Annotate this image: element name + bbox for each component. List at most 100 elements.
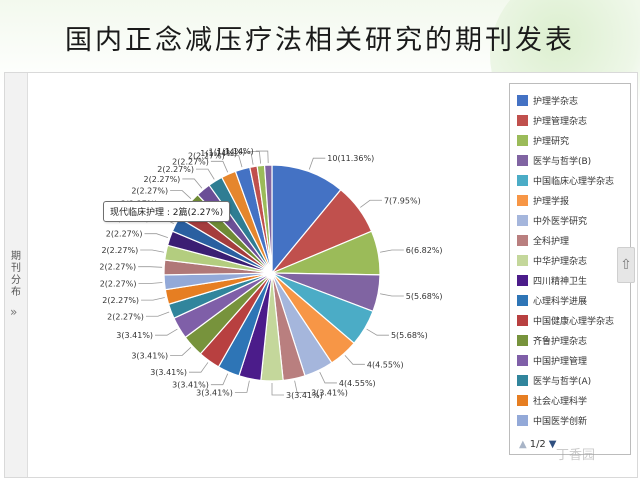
legend-label: 中国临床心理学杂志 bbox=[533, 176, 615, 187]
legend-swatch bbox=[517, 294, 528, 306]
triangle-up-icon[interactable]: ▲ bbox=[519, 439, 527, 450]
leader-line bbox=[138, 282, 163, 284]
legend-item[interactable]: 护理学杂志 bbox=[517, 92, 578, 108]
leader-line bbox=[360, 199, 382, 208]
legend-item[interactable]: 护理学报 bbox=[517, 192, 569, 208]
legend: ▲ 1/2 ▼ 护理学杂志护理管理杂志 护理研究医学与哲学(B) 中国临床心理学杂志… bbox=[509, 83, 631, 455]
chart-panel: 期刊分布 » 10(11.36%) 7(7.95%) 6(6.82%) 5(5.68%… bbox=[4, 72, 638, 478]
legend-swatch bbox=[517, 134, 528, 146]
slice-label: 2(2.27%) bbox=[106, 230, 143, 239]
slide-title: 国内正念减压疗法相关研究的期刊发表 bbox=[65, 25, 575, 56]
legend-item[interactable]: 中国健康心理学杂志 bbox=[517, 312, 614, 328]
leader-line bbox=[247, 151, 262, 164]
legend-label: 心理科学进展 bbox=[533, 296, 588, 307]
slice-label: 5(5.68%) bbox=[406, 292, 443, 301]
slice-label: 4(4.55%) bbox=[339, 379, 376, 388]
slice-label: 5(5.68%) bbox=[391, 331, 428, 340]
leader-line bbox=[308, 157, 326, 170]
leader-line bbox=[145, 311, 170, 317]
watermark-text: 丁香园 bbox=[556, 448, 596, 463]
legend-item[interactable]: 四川精神卫生 bbox=[517, 272, 587, 288]
legend-label: 中外医学研究 bbox=[533, 216, 588, 227]
slice-label: 3(3.41%) bbox=[116, 331, 153, 340]
leader-line bbox=[182, 178, 203, 189]
legend-item[interactable]: 护理研究 bbox=[517, 132, 569, 148]
leader-line bbox=[366, 328, 389, 336]
legend-item[interactable]: 社会心理科学 bbox=[517, 392, 587, 408]
legend-label: 护理管理杂志 bbox=[533, 116, 588, 127]
legend-item[interactable]: 全科护理 bbox=[517, 232, 569, 248]
legend-swatch bbox=[517, 254, 528, 266]
legend-item[interactable]: 中国临床心理学杂志 bbox=[517, 172, 614, 188]
legend-swatch bbox=[517, 214, 528, 226]
legend-swatch bbox=[517, 314, 528, 326]
slice-label: 2(2.27%) bbox=[144, 175, 181, 184]
leader-line bbox=[294, 380, 310, 393]
leader-line bbox=[138, 266, 163, 268]
legend-swatch bbox=[517, 114, 528, 126]
slice-label: 2(2.27%) bbox=[157, 165, 194, 174]
legend-swatch bbox=[517, 94, 528, 106]
legend-label: 护理研究 bbox=[533, 136, 570, 147]
triangle-down-icon[interactable]: ▼ bbox=[548, 439, 557, 450]
leader-line bbox=[188, 362, 209, 373]
pie-slice[interactable] bbox=[271, 164, 342, 275]
up-arrow-icon[interactable]: ⇧ bbox=[617, 247, 635, 283]
slice-label: 10(11.36%) bbox=[327, 154, 374, 163]
legend-item[interactable]: 中华护理杂志 bbox=[517, 252, 587, 268]
pie-slice[interactable] bbox=[263, 164, 273, 274]
legend-label: 中国护理管理 bbox=[533, 356, 588, 367]
slice-label: 6(6.82%) bbox=[406, 246, 443, 255]
slice-label: 2(2.27%) bbox=[131, 187, 168, 196]
legend-swatch bbox=[517, 174, 528, 186]
legend-swatch bbox=[517, 194, 528, 206]
legend-page-number: 1/2 bbox=[529, 439, 546, 450]
legend-swatch bbox=[517, 374, 528, 386]
legend-item[interactable]: 中国护理管理 bbox=[517, 352, 587, 368]
legend-item[interactable]: 中外医学研究 bbox=[517, 212, 587, 228]
legend-swatch bbox=[517, 394, 528, 406]
legend-label: 医学与哲学(A) bbox=[533, 376, 592, 387]
slice-label: 2(2.27%) bbox=[100, 280, 137, 289]
legend-label: 中国医学创新 bbox=[533, 416, 588, 427]
legend-label: 社会心理科学 bbox=[533, 396, 588, 407]
leader-line bbox=[140, 249, 165, 253]
legend-swatch bbox=[517, 354, 528, 366]
legend-swatch bbox=[517, 234, 528, 246]
slice-label: 3(3.41%) bbox=[150, 368, 187, 377]
legend-label: 齐鲁护理杂志 bbox=[533, 336, 588, 347]
leader-line bbox=[210, 160, 229, 173]
side-tab[interactable]: 期刊分布 » bbox=[5, 73, 28, 477]
slice-label: 2(2.27%) bbox=[172, 157, 209, 166]
legend-item[interactable]: 医学与哲学(A) bbox=[517, 372, 591, 388]
legend-label: 护理学报 bbox=[533, 196, 570, 207]
leader-line bbox=[319, 371, 337, 384]
slice-label: 2(2.27%) bbox=[188, 152, 225, 161]
leader-line bbox=[344, 355, 365, 365]
slice-label: 3(3.41%) bbox=[196, 388, 233, 397]
leader-line bbox=[155, 328, 178, 336]
slice-label: 1(1.14%) bbox=[200, 149, 237, 158]
slice-label: 4(4.55%) bbox=[367, 360, 404, 369]
legend-swatch bbox=[517, 274, 528, 286]
legend-item[interactable]: 齐鲁护理杂志 bbox=[517, 332, 587, 348]
leader-line bbox=[170, 190, 192, 199]
legend-label: 护理学杂志 bbox=[533, 96, 579, 107]
leader-line bbox=[195, 168, 215, 180]
legend-label: 全科护理 bbox=[533, 236, 570, 247]
leader-line bbox=[210, 373, 229, 386]
slice-label: 1(1.14%) bbox=[217, 147, 254, 156]
slice-label: 3(3.41%) bbox=[131, 351, 168, 360]
slice-label: 1(1.14%) bbox=[209, 148, 246, 157]
leader-line bbox=[226, 155, 243, 168]
leader-line bbox=[271, 383, 284, 396]
legend-item[interactable]: 护理管理杂志 bbox=[517, 112, 587, 128]
legend-item[interactable]: 心理科学进展 bbox=[517, 292, 587, 308]
slice-label: 7(7.95%) bbox=[384, 196, 421, 205]
slice-label: 3(3.41%) bbox=[311, 388, 348, 397]
legend-swatch bbox=[517, 414, 528, 426]
legend-item[interactable]: 医学与哲学(B) bbox=[517, 152, 591, 168]
legend-item[interactable]: 中国医学创新 bbox=[517, 412, 587, 428]
expand-arrow-icon[interactable]: » bbox=[10, 305, 18, 319]
legend-label: 四川精神卫生 bbox=[533, 276, 588, 287]
